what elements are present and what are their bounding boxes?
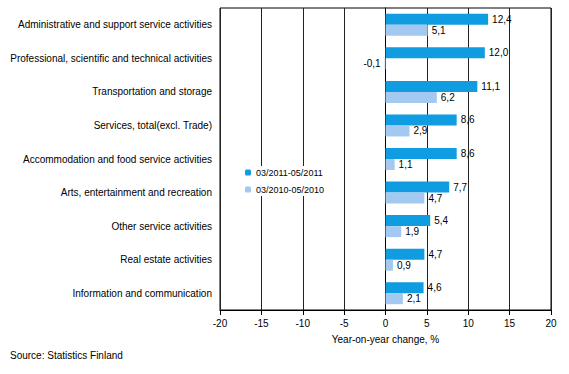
svg-text:Administrative and support ser: Administrative and support service activ… [18, 19, 212, 30]
svg-text:Real estate activities: Real estate activities [120, 254, 212, 265]
svg-text:5,4: 5,4 [434, 215, 448, 226]
svg-text:Information and communication: Information and communication [72, 288, 212, 299]
svg-text:4,7: 4,7 [428, 249, 442, 260]
svg-text:12,0: 12,0 [489, 47, 509, 58]
svg-text:20: 20 [545, 318, 557, 329]
svg-text:10: 10 [463, 318, 475, 329]
svg-text:-5: -5 [340, 318, 349, 329]
svg-text:03/2010-05/2010: 03/2010-05/2010 [256, 185, 324, 195]
svg-text:2,9: 2,9 [413, 125, 427, 136]
svg-text:12,4: 12,4 [492, 14, 512, 25]
svg-text:8,6: 8,6 [461, 114, 475, 125]
svg-text:5,1: 5,1 [432, 25, 446, 36]
svg-text:5: 5 [424, 318, 430, 329]
svg-text:Professional, scientific and t: Professional, scientific and technical a… [10, 53, 212, 64]
svg-text:6,2: 6,2 [441, 92, 455, 103]
svg-text:4,7: 4,7 [428, 193, 442, 204]
svg-text:Source: Statistics Finland: Source: Statistics Finland [10, 350, 123, 361]
svg-text:15: 15 [504, 318, 516, 329]
svg-text:Other service activities: Other service activities [111, 221, 212, 232]
svg-text:Accommodation and food service: Accommodation and food service activitie… [23, 154, 212, 165]
svg-text:1,9: 1,9 [405, 226, 419, 237]
svg-text:03/2011-05/2011: 03/2011-05/2011 [256, 168, 323, 178]
svg-text:-0,1: -0,1 [363, 58, 381, 69]
svg-text:4,6: 4,6 [428, 282, 442, 293]
svg-text:-20: -20 [213, 318, 228, 329]
svg-text:-15: -15 [254, 318, 269, 329]
svg-text:7,7: 7,7 [453, 182, 467, 193]
svg-text:0,9: 0,9 [397, 260, 411, 271]
svg-text:11,1: 11,1 [481, 81, 500, 92]
svg-text:1,1: 1,1 [399, 159, 413, 170]
svg-text:Year-on-year change, %: Year-on-year change, % [332, 334, 440, 345]
svg-text:2,1: 2,1 [407, 293, 421, 304]
svg-text:-10: -10 [296, 318, 311, 329]
svg-text:Transportation and storage: Transportation and storage [92, 86, 212, 97]
svg-text:Services, total(excl. Trade): Services, total(excl. Trade) [94, 120, 212, 131]
svg-text:0: 0 [383, 318, 389, 329]
svg-text:Arts, entertainment and recrea: Arts, entertainment and recreation [61, 187, 212, 198]
svg-text:8,6: 8,6 [461, 148, 475, 159]
